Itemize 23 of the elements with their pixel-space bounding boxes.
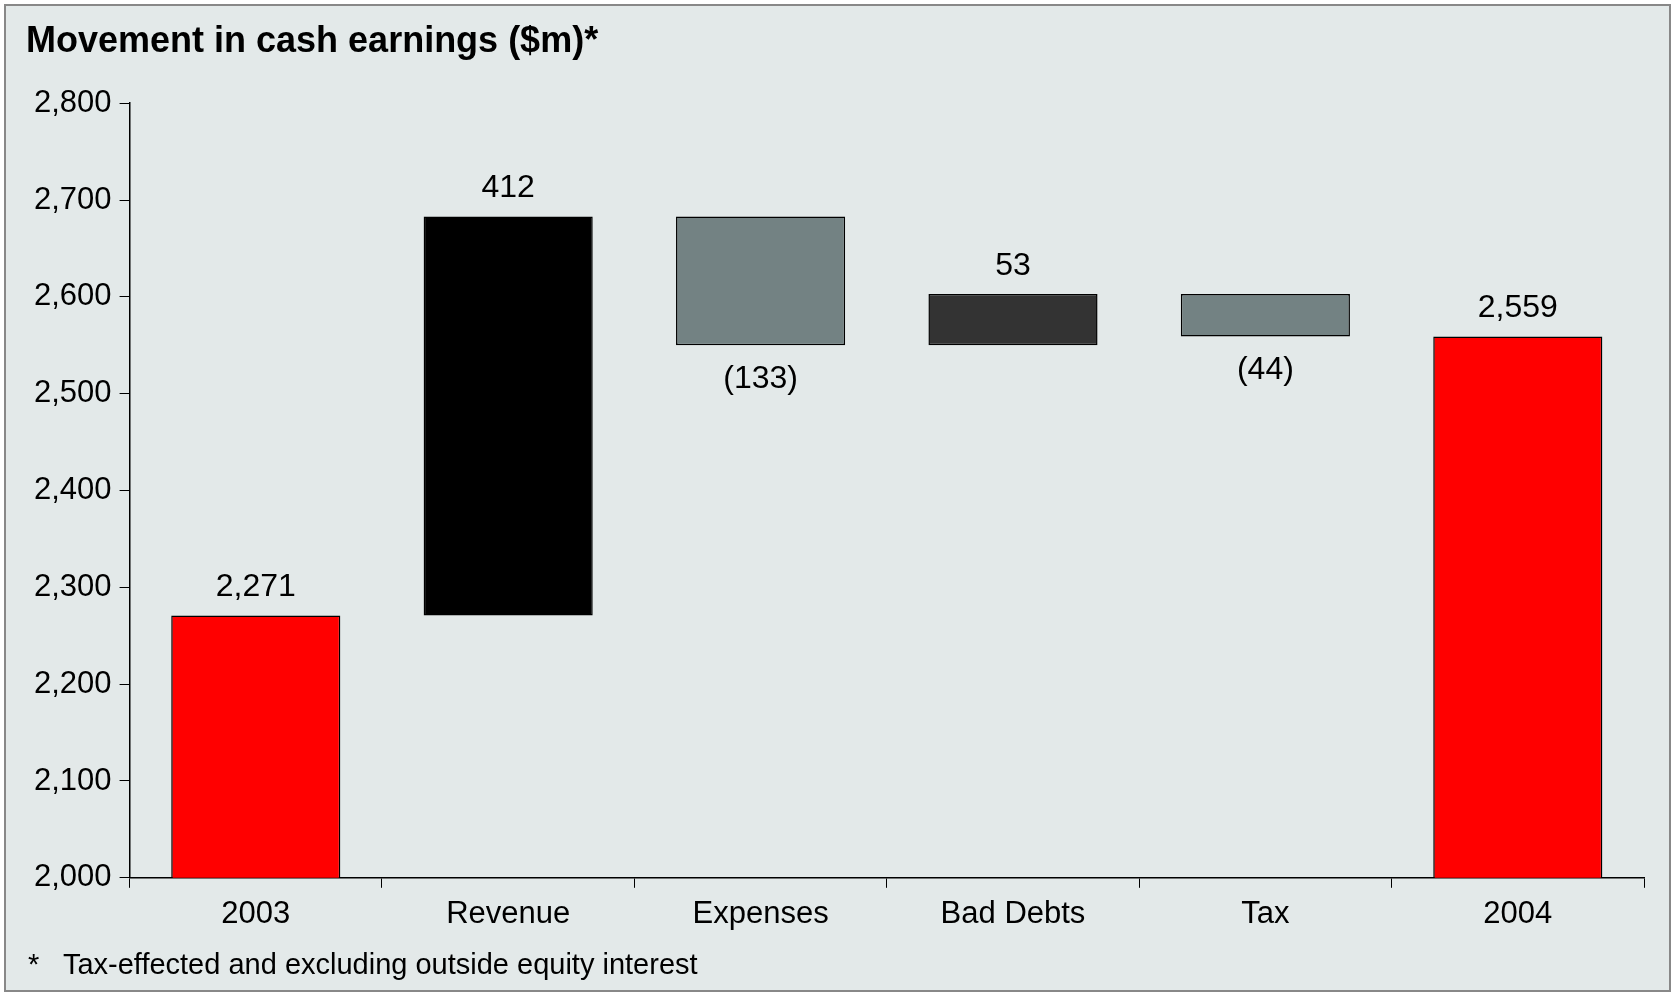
y-tick-label: 2,800 [34,83,112,119]
x-tick-label: Expenses [692,894,829,930]
x-tick-label: Tax [1241,894,1291,930]
x-tick-label: Revenue [446,894,571,930]
y-tick-label: 2,200 [34,664,112,700]
x-tick-label: 2003 [221,894,291,930]
data-label: 2,559 [1477,288,1558,325]
data-label: (44) [1236,350,1294,387]
chart-title: Movement in cash earnings ($m)* [26,18,599,60]
y-tick-label: 2,700 [34,180,112,216]
y-tick-label: 2,100 [34,761,112,797]
x-tick-label: Bad Debts [940,894,1086,930]
y-tick-label: 2,300 [34,567,112,603]
data-label: (133) [723,359,798,396]
y-tick-label: 2,000 [34,858,112,894]
text: * Tax-effected and excluding outside equity interest [28,948,698,981]
x-tick-label: 2004 [1483,894,1553,930]
data-label: 2,271 [215,567,296,604]
data-label: 53 [995,245,1031,282]
data-label: 412 [481,168,535,205]
y-tick-label: 2,600 [34,277,112,313]
y-tick-label: 2,500 [34,374,112,410]
y-tick-label: 2,400 [34,471,112,507]
